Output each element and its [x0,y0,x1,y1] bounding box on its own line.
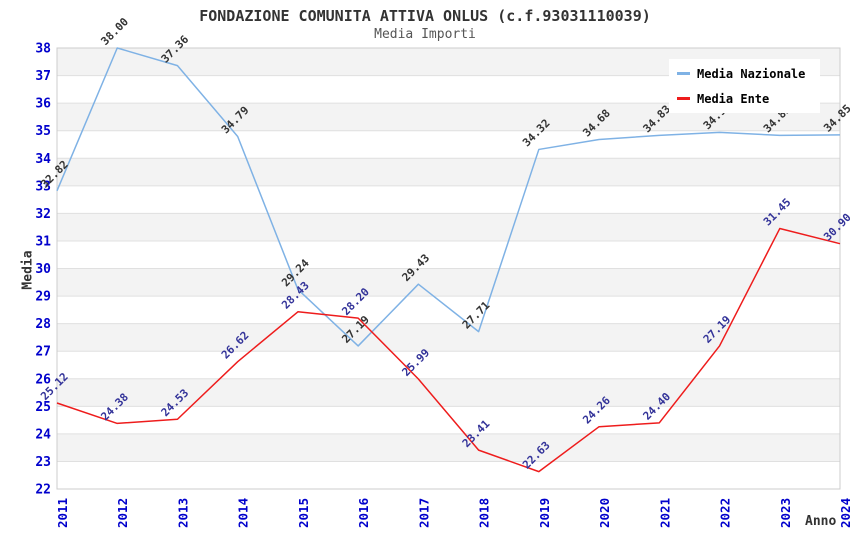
y-tick-label: 28 [35,317,51,332]
plot-band [57,323,840,352]
y-axis-title: Media [20,250,36,290]
y-tick-label: 29 [35,290,51,305]
x-tick-label: 2020 [597,498,612,528]
plot-border [56,47,841,490]
x-tick-label: 2017 [416,498,431,528]
x-tick-label: 2021 [657,498,672,528]
x-tick-label: 2024 [838,498,850,528]
x-tick-label: 2022 [718,498,733,528]
x-tick-label: 2011 [55,498,70,528]
data-label: 38.00 [98,15,131,48]
y-tick-label: 34 [35,152,51,167]
plot-band [57,378,840,407]
plot-bands [57,48,840,462]
legend-item-media-ente: Media Ente [677,86,820,111]
y-tick-label: 23 [35,455,51,470]
plot-band [57,158,840,186]
x-tick-label: 2023 [778,498,793,528]
legend: Media Nazionale Media Ente [669,59,820,113]
y-tick-label: 33 [35,179,51,194]
legend-label: Media Ente [697,91,770,106]
x-tick-labels: 2011 2012 2013 2014 2015 2016 2017 2018 2019 2020… [55,498,850,528]
x-tick-label: 2015 [296,498,311,528]
x-tick-label: 2016 [356,498,371,528]
y-tick-label: 36 [35,97,51,112]
y-tick-label: 26 [35,372,51,387]
x-tick-label: 2012 [115,498,130,528]
y-tick-label: 22 [35,483,51,498]
y-tick-label: 24 [35,427,51,442]
y-tick-label: 37 [35,69,51,84]
legend-line-sample-icon [677,97,690,100]
y-tick-label: 32 [35,207,51,222]
chart-title: FONDAZIONE COMUNITA ATTIVA ONLUS (c.f.93… [199,7,651,25]
legend-label: Media Nazionale [697,66,806,81]
y-tick-label: 30 [35,262,51,277]
x-axis-title: Anno [805,514,837,529]
x-tick-label: 2018 [477,498,492,528]
y-tick-label: 31 [35,234,51,249]
x-tick-label: 2019 [537,498,552,528]
y-tick-label: 38 [35,42,51,57]
x-tick-label: 2013 [175,498,190,528]
legend-line-sample-icon [677,72,690,75]
plot-band [57,268,840,297]
legend-item-media-nazionale: Media Nazionale [677,61,820,86]
series-line [56,227,841,473]
y-tick-labels: 22 23 24 25 26 27 28 29 30 31 32 33 34 35 36 37 38 [35,42,51,498]
chart-subtitle: Media Importi [374,27,476,42]
y-tick-label: 25 [35,400,51,415]
plot-band [57,213,840,241]
y-tick-label: 35 [35,124,51,139]
x-tick-label: 2014 [236,498,251,528]
series-line [56,47,841,347]
y-tick-label: 27 [35,345,51,360]
plot-band [57,433,840,462]
